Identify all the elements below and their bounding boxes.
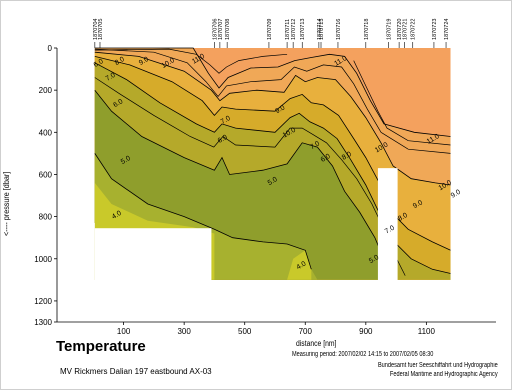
contour-label: 5.0 — [267, 176, 279, 187]
station-label: 1870706 — [212, 19, 218, 40]
y-tick-label: 800 — [39, 213, 53, 222]
contour-label: 4.0 — [111, 210, 123, 221]
station-label: 1870712 — [291, 19, 297, 40]
x-tick-label: 700 — [299, 327, 313, 336]
no-data-mask-bottom — [211, 280, 451, 322]
station-label: 1870711 — [285, 19, 291, 40]
y-tick-label: 400 — [39, 128, 53, 137]
contour-line-5 — [94, 89, 386, 264]
contour-line-extra-3 — [353, 60, 451, 146]
no-data-mask-gap — [377, 168, 398, 322]
contour-label: 8.0 — [341, 151, 353, 162]
contour-label: 8.0 — [114, 56, 126, 67]
station-label: 1870714 — [317, 19, 323, 40]
no-data-mask-left — [57, 222, 95, 322]
station-label: 1870704 — [93, 19, 99, 40]
x-tick-label: 100 — [117, 327, 131, 336]
x-tick-label: 500 — [238, 327, 252, 336]
agency-name-de: Bundesamt fuer Seeschiffahrt und Hydrogr… — [378, 362, 498, 369]
station-label: 1870708 — [225, 19, 231, 40]
contour-label: 9.0 — [274, 104, 286, 115]
no-data-mask-right — [450, 48, 496, 322]
contour-line-extra-1 — [94, 48, 451, 154]
contour-line-extra-2 — [94, 48, 288, 74]
contour-label: 6.0 — [112, 98, 124, 109]
station-label: 1870713 — [300, 19, 306, 40]
station-label: 1870715 — [319, 19, 325, 40]
station-label: 1870720 — [397, 19, 403, 40]
station-label: 1870724 — [444, 19, 450, 40]
contour-line-6 — [94, 153, 312, 270]
band-cold-2 — [287, 250, 312, 280]
contour-label: 5.0 — [368, 254, 380, 265]
station-label: 1870718 — [364, 19, 370, 40]
y-tick-label: 1300 — [34, 318, 52, 327]
y-tick-label: 0 — [48, 44, 53, 53]
contour-label: 9.0 — [450, 189, 462, 200]
x-tick-label: 1100 — [418, 327, 436, 336]
station-label: 1870722 — [411, 19, 417, 40]
y-axis-label: <---- pressure [dbar] — [2, 171, 11, 236]
contour-line-1 — [94, 47, 451, 137]
contour-label: 8.0 — [397, 212, 409, 223]
y-tick-label: 1000 — [34, 255, 52, 264]
station-label: 1870723 — [432, 19, 438, 40]
contour-line-extra-4 — [94, 77, 406, 276]
no-data-mask-bottom-left — [94, 228, 212, 322]
station-label: 1870705 — [98, 19, 104, 40]
contour-label: 7.0 — [384, 225, 396, 236]
y-tick-label: 1200 — [34, 297, 52, 306]
contour-label: 7.0 — [309, 140, 321, 151]
y-tick-label: 200 — [39, 86, 53, 95]
contour-label: 6.0 — [320, 153, 332, 164]
contour-line-2 — [94, 51, 451, 186]
contour-label: 7.0 — [105, 72, 117, 83]
x-axis-label: distance [nm] — [296, 339, 337, 348]
ship-line: MV Rickmers Dalian 197 eastbound AX-03 — [60, 367, 212, 376]
contour-label: 6.0 — [217, 134, 229, 145]
y-tick-label: 600 — [39, 170, 53, 179]
station-label: 1870719 — [387, 19, 393, 40]
agency-name-en: Federal Maritime and Hydrographic Agency — [390, 371, 498, 378]
contour-label: 9.0 — [412, 199, 424, 210]
station-label: 1870716 — [336, 19, 342, 40]
contour-label: 6.0 — [93, 58, 105, 69]
station-label: 1870707 — [218, 19, 224, 40]
chart-title: Temperature — [56, 338, 146, 355]
measuring-period: Measuring period: 2007/02/02 14:15 to 20… — [292, 351, 434, 358]
contour-label: 7.0 — [220, 115, 232, 126]
contour-label: 5.0 — [120, 155, 132, 166]
contour-label: 4.0 — [296, 260, 308, 271]
contour-label: 9.0 — [138, 56, 150, 67]
station-label: 1870721 — [403, 19, 409, 40]
x-tick-label: 900 — [359, 327, 373, 336]
x-tick-label: 300 — [177, 327, 191, 336]
station-label: 1870709 — [267, 19, 273, 40]
